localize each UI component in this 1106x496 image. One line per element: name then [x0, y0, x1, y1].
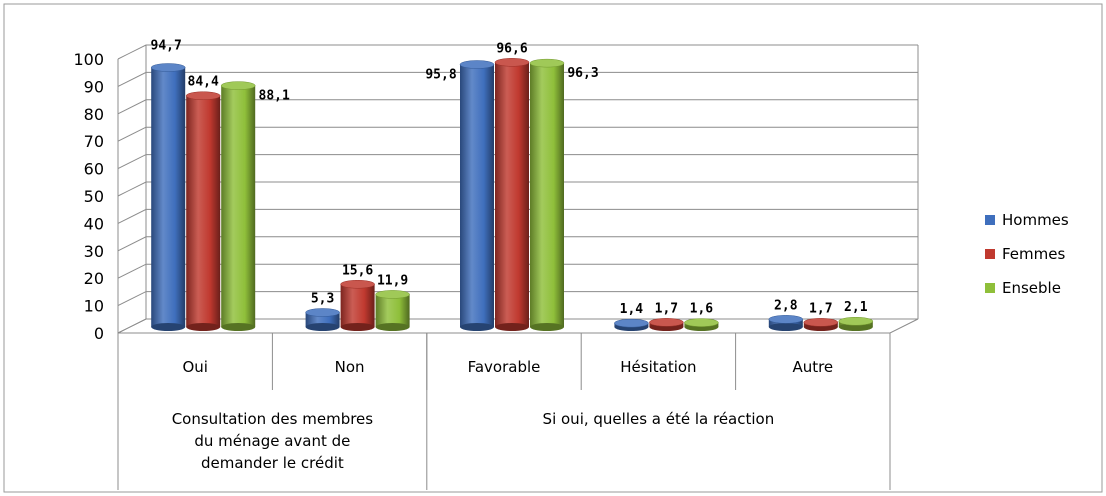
category-label: Oui	[182, 358, 207, 376]
data-label: 1,4	[620, 302, 644, 317]
data-label: 15,6	[342, 263, 373, 278]
category-label: Autre	[792, 358, 833, 376]
data-label: 96,6	[496, 41, 527, 56]
bar-enseble-4	[838, 316, 874, 331]
bar-hommes-4	[768, 315, 804, 331]
bar-femmes-2	[494, 58, 530, 331]
data-label: 2,8	[774, 298, 798, 313]
y-tick-label: 30	[84, 242, 104, 261]
bar-hommes-2	[459, 60, 495, 331]
bar-enseble-3	[684, 318, 719, 331]
legend-item-hommes: Hommes	[985, 211, 1069, 229]
data-label: 88,1	[259, 89, 290, 104]
bar-enseble-2	[529, 58, 565, 331]
group-label: Consultation des membres du ménage avant …	[172, 410, 374, 472]
y-tick-label: 20	[84, 269, 104, 288]
y-tick-label: 10	[84, 297, 104, 316]
category-label: Non	[335, 358, 365, 376]
data-label: 96,3	[567, 66, 598, 81]
bar-femmes-3	[649, 318, 684, 331]
legend-label: Femmes	[1002, 245, 1065, 263]
category-label: Favorable	[468, 358, 541, 376]
y-tick-label: 0	[94, 324, 104, 343]
data-label: 1,7	[809, 301, 832, 316]
y-tick-label: 60	[84, 160, 104, 179]
data-label: 94,7	[151, 39, 182, 54]
y-tick-label: 80	[84, 105, 104, 124]
legend-swatch	[985, 215, 995, 225]
legend-item-enseble: Enseble	[985, 279, 1061, 297]
data-label: 95,8	[425, 68, 456, 83]
data-label: 11,9	[377, 273, 408, 288]
legend-label: Hommes	[1002, 211, 1069, 229]
y-tick-label: 40	[84, 214, 104, 233]
bar-hommes-1	[305, 308, 340, 331]
y-tick-label: 50	[84, 187, 104, 206]
legend-label: Enseble	[1002, 279, 1061, 297]
bar-femmes-1	[340, 280, 375, 331]
y-tick-label: 100	[73, 50, 104, 69]
legend-swatch	[985, 283, 995, 293]
data-label: 5,3	[311, 291, 334, 306]
bar-enseble-1	[375, 290, 410, 331]
legend-swatch	[985, 249, 995, 259]
group-label: Si oui, quelles a été la réaction	[543, 410, 775, 428]
bar-enseble-0	[220, 81, 256, 331]
category-label: Hésitation	[620, 358, 696, 376]
legend-item-femmes: Femmes	[985, 245, 1065, 263]
y-tick-label: 90	[84, 77, 104, 96]
data-label: 84,4	[188, 75, 219, 90]
data-label: 2,1	[844, 300, 868, 315]
bar-femmes-0	[185, 91, 221, 331]
bar-femmes-4	[803, 318, 839, 331]
data-label: 1,6	[690, 302, 714, 317]
bar-hommes-3	[614, 318, 649, 331]
y-tick-label: 70	[84, 132, 104, 151]
data-label: 1,7	[655, 301, 678, 316]
bar-hommes-0	[150, 63, 186, 331]
